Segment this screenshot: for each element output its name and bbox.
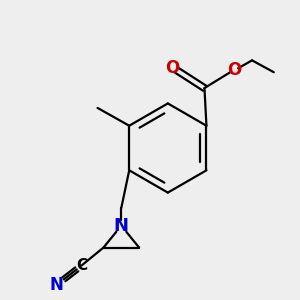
Text: N: N (50, 276, 64, 294)
Text: N: N (114, 217, 129, 235)
Text: C: C (76, 258, 87, 273)
Text: O: O (227, 61, 241, 79)
Text: O: O (165, 59, 179, 77)
